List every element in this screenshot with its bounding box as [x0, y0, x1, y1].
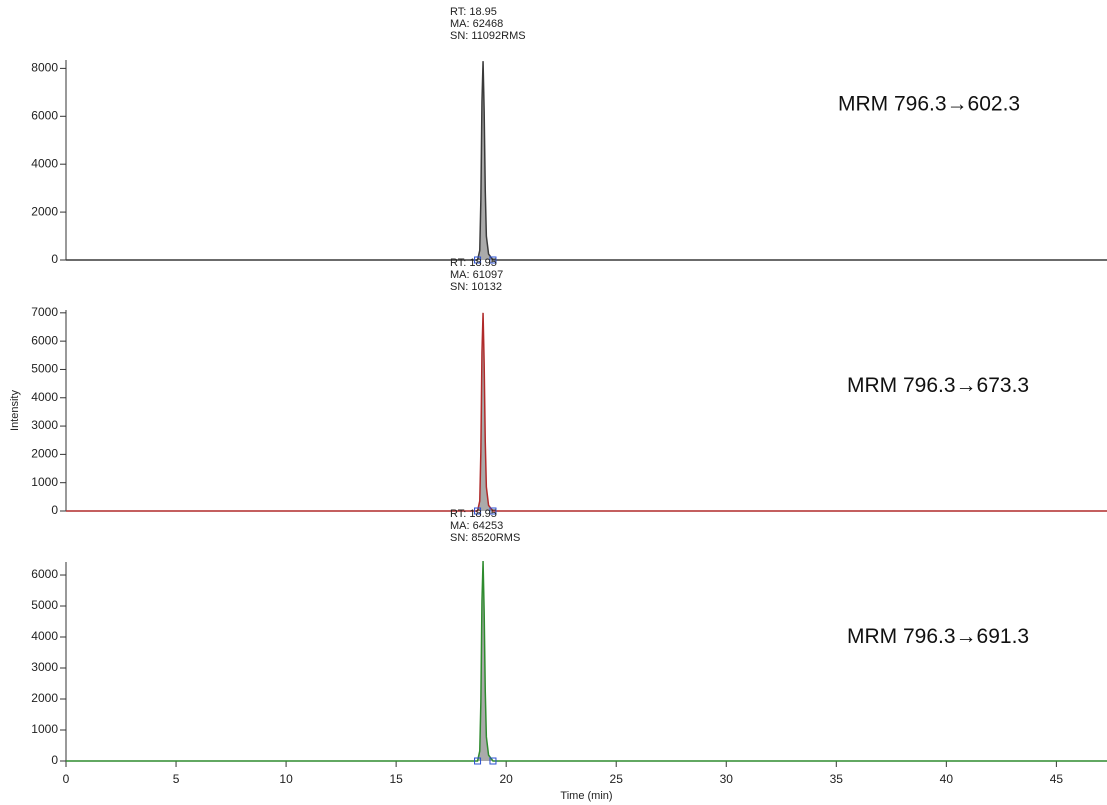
trace: [66, 61, 1107, 261]
peak-annotation: MA: 62468: [450, 18, 503, 30]
peak-annotation: RT: 18.95: [450, 508, 497, 520]
peak-limit-marker: [474, 757, 482, 765]
y-tick-label: 3000: [31, 660, 58, 674]
y-tick-label: 6000: [31, 567, 58, 581]
y-tick-label: 6000: [31, 108, 58, 122]
x-tick-label: 20: [499, 772, 513, 786]
peak-area: [66, 561, 1107, 761]
y-tick-label: 4000: [31, 390, 58, 404]
x-tick-label: 15: [389, 772, 403, 786]
y-tick-label: 0: [51, 753, 58, 767]
peak-limit-marker: [489, 507, 497, 515]
y-tick-label: 2000: [31, 447, 58, 461]
peak-annotation: MA: 64253: [450, 520, 503, 532]
y-tick-label: 6000: [31, 333, 58, 347]
peak-limit-marker: [489, 256, 497, 264]
peak-annotation: RT: 18.95: [450, 6, 497, 18]
trace-title: MRM 796.3→673.3: [847, 374, 1029, 397]
y-tick-label: 8000: [31, 61, 58, 75]
trace-title: MRM 796.3→691.3: [847, 625, 1029, 648]
y-tick-label: 2000: [31, 691, 58, 705]
x-tick-label: 45: [1050, 772, 1064, 786]
trace-title: MRM 796.3→602.3: [838, 93, 1020, 116]
y-tick-label: 4000: [31, 629, 58, 643]
peak-annotation: SN: 10132: [450, 281, 502, 293]
x-tick-label: 35: [830, 772, 844, 786]
peak-annotation: SN: 11092RMS: [450, 30, 526, 42]
x-tick-label: 25: [610, 772, 624, 786]
trace: [66, 561, 1107, 762]
y-tick-label: 0: [51, 503, 58, 517]
x-tick-label: 5: [173, 772, 180, 786]
x-tick-label: 30: [720, 772, 734, 786]
y-tick-label: 0: [51, 252, 58, 266]
x-tick-label: 0: [63, 772, 70, 786]
x-axis-label: Time (min): [560, 790, 612, 802]
y-tick-label: 5000: [31, 362, 58, 376]
peak-annotation: SN: 8520RMS: [450, 532, 520, 544]
y-tick-label: 1000: [31, 475, 58, 489]
y-tick-label: 5000: [31, 598, 58, 612]
x-tick-label: 10: [279, 772, 293, 786]
peak-annotation: MA: 61097: [450, 269, 503, 281]
y-tick-label: 1000: [31, 722, 58, 736]
y-tick-label: 7000: [31, 305, 58, 319]
peak-limit-marker: [474, 507, 482, 515]
peak-area: [66, 312, 1107, 511]
peak-annotation: RT: 18.95: [450, 257, 497, 269]
y-tick-label: 2000: [31, 204, 58, 218]
y-tick-label: 3000: [31, 418, 58, 432]
y-axis-label: Intensity: [9, 390, 21, 431]
trace: [66, 312, 1107, 512]
peak-limit-marker: [474, 256, 482, 264]
x-tick-label: 40: [940, 772, 954, 786]
y-tick-label: 4000: [31, 156, 58, 170]
peak-limit-marker: [489, 757, 497, 765]
peak-area: [66, 61, 1107, 261]
